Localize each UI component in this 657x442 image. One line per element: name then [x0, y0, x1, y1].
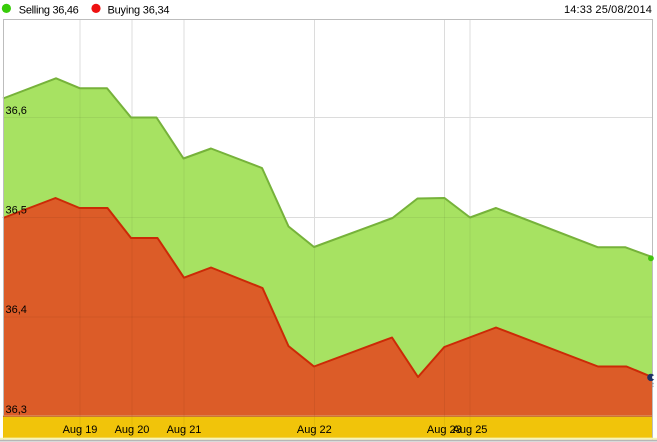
svg-text:Aug 22: Aug 22 [297, 424, 332, 436]
svg-text:Selling 36,46: Selling 36,46 [19, 4, 79, 16]
svg-text:Aug 21: Aug 21 [167, 424, 202, 436]
svg-text:Aug 20: Aug 20 [115, 424, 150, 436]
svg-text:14:33 25/08/2014: 14:33 25/08/2014 [564, 4, 652, 16]
svg-text:Buying 36,34: Buying 36,34 [108, 4, 170, 16]
svg-text:Aug 25: Aug 25 [453, 424, 488, 436]
svg-text:36,4: 36,4 [6, 304, 27, 316]
svg-text:36,3: 36,3 [6, 404, 27, 416]
svg-text:36,5: 36,5 [6, 205, 27, 217]
svg-text:Aug 19: Aug 19 [63, 424, 98, 436]
svg-text:Aug 23: Aug 23 [427, 424, 462, 436]
svg-text:36,6: 36,6 [6, 105, 27, 117]
